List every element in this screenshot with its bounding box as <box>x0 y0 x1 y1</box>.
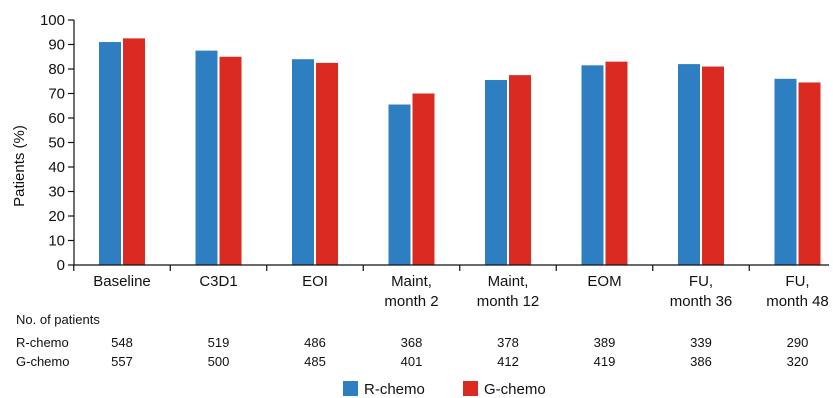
table-cell: 386 <box>690 354 712 369</box>
bar-r-chemo <box>292 59 314 266</box>
y-tick-label: 30 <box>48 184 65 201</box>
x-tick-label: month 12 <box>477 293 540 310</box>
x-tick-label: FU, <box>689 273 713 290</box>
bar-r-chemo <box>485 80 507 266</box>
x-tick-label: EOI <box>302 273 328 290</box>
table-cell: 290 <box>787 335 809 350</box>
table-cell: 485 <box>304 354 326 369</box>
bar-r-chemo <box>99 42 121 265</box>
legend: R-chemo G-chemo <box>343 381 546 398</box>
x-tick-label: EOM <box>587 273 621 290</box>
legend-swatch-g-chemo <box>463 381 478 396</box>
table-row-label: G-chemo <box>16 354 69 369</box>
x-tick-label: C3D1 <box>199 273 237 290</box>
table-cell: 378 <box>497 335 519 350</box>
y-tick-label: 0 <box>57 257 65 274</box>
x-tick-label: month 36 <box>670 293 733 310</box>
table-cell: 486 <box>304 335 326 350</box>
table-cell: 557 <box>111 354 133 369</box>
bar-g-chemo <box>798 82 821 265</box>
x-tick-label: month 48 <box>766 293 829 310</box>
patients-table-title: No. of patients <box>16 312 100 327</box>
bar-r-chemo <box>678 64 700 265</box>
y-tick-label: 10 <box>48 233 65 250</box>
bars <box>99 38 821 266</box>
x-tick-label: Baseline <box>93 273 151 290</box>
bar-r-chemo <box>195 50 218 265</box>
table-row-label: R-chemo <box>16 335 69 350</box>
bar-g-chemo <box>219 56 242 265</box>
table-cell: 500 <box>208 354 230 369</box>
table-cell: 548 <box>111 335 133 350</box>
bar-g-chemo <box>509 75 531 265</box>
table-cell: 401 <box>401 354 423 369</box>
y-tick-label: 40 <box>48 159 65 176</box>
y-tick-label: 90 <box>48 37 65 54</box>
table-cell: 339 <box>690 335 712 350</box>
bar-g-chemo <box>412 93 435 265</box>
y-tick-label: 80 <box>48 61 65 78</box>
x-tick-label: FU, <box>785 273 809 290</box>
legend-swatch-r-chemo <box>343 381 358 396</box>
patients-table: No. of patients R-chemo 548 519 486 368 378 38… <box>16 312 808 369</box>
bar-g-chemo <box>605 61 628 266</box>
bar-r-chemo <box>774 78 797 265</box>
y-tick-label: 60 <box>48 110 65 127</box>
bar-g-chemo <box>316 62 338 265</box>
y-tick-label: 100 <box>40 12 65 29</box>
table-cell: 519 <box>208 335 230 350</box>
legend-label-r-chemo: R-chemo <box>364 381 425 398</box>
table-cell: 419 <box>594 354 616 369</box>
y-tick-label: 70 <box>48 86 65 103</box>
bar-g-chemo <box>123 38 145 265</box>
y-tick-label: 20 <box>48 208 65 225</box>
x-tick-label: Maint, <box>488 273 529 290</box>
table-cell: 389 <box>594 335 616 350</box>
table-cell: 412 <box>497 354 519 369</box>
bar-r-chemo <box>388 104 411 266</box>
x-axis: Baseline C3D1 EOI Maint, month 2 Maint, month … <box>73 264 829 310</box>
y-axis: 0 10 20 30 40 50 60 70 80 90 100 <box>40 12 75 274</box>
y-tick-label: 50 <box>48 135 65 152</box>
table-cell: 368 <box>401 335 423 350</box>
legend-label-g-chemo: G-chemo <box>484 381 546 398</box>
table-cell: 320 <box>787 354 809 369</box>
y-axis-label: Patients (%) <box>11 125 28 207</box>
bar-r-chemo <box>581 65 604 265</box>
x-tick-label: Maint, <box>391 273 432 290</box>
x-tick-label: month 2 <box>384 293 438 310</box>
bar-g-chemo <box>702 66 724 265</box>
